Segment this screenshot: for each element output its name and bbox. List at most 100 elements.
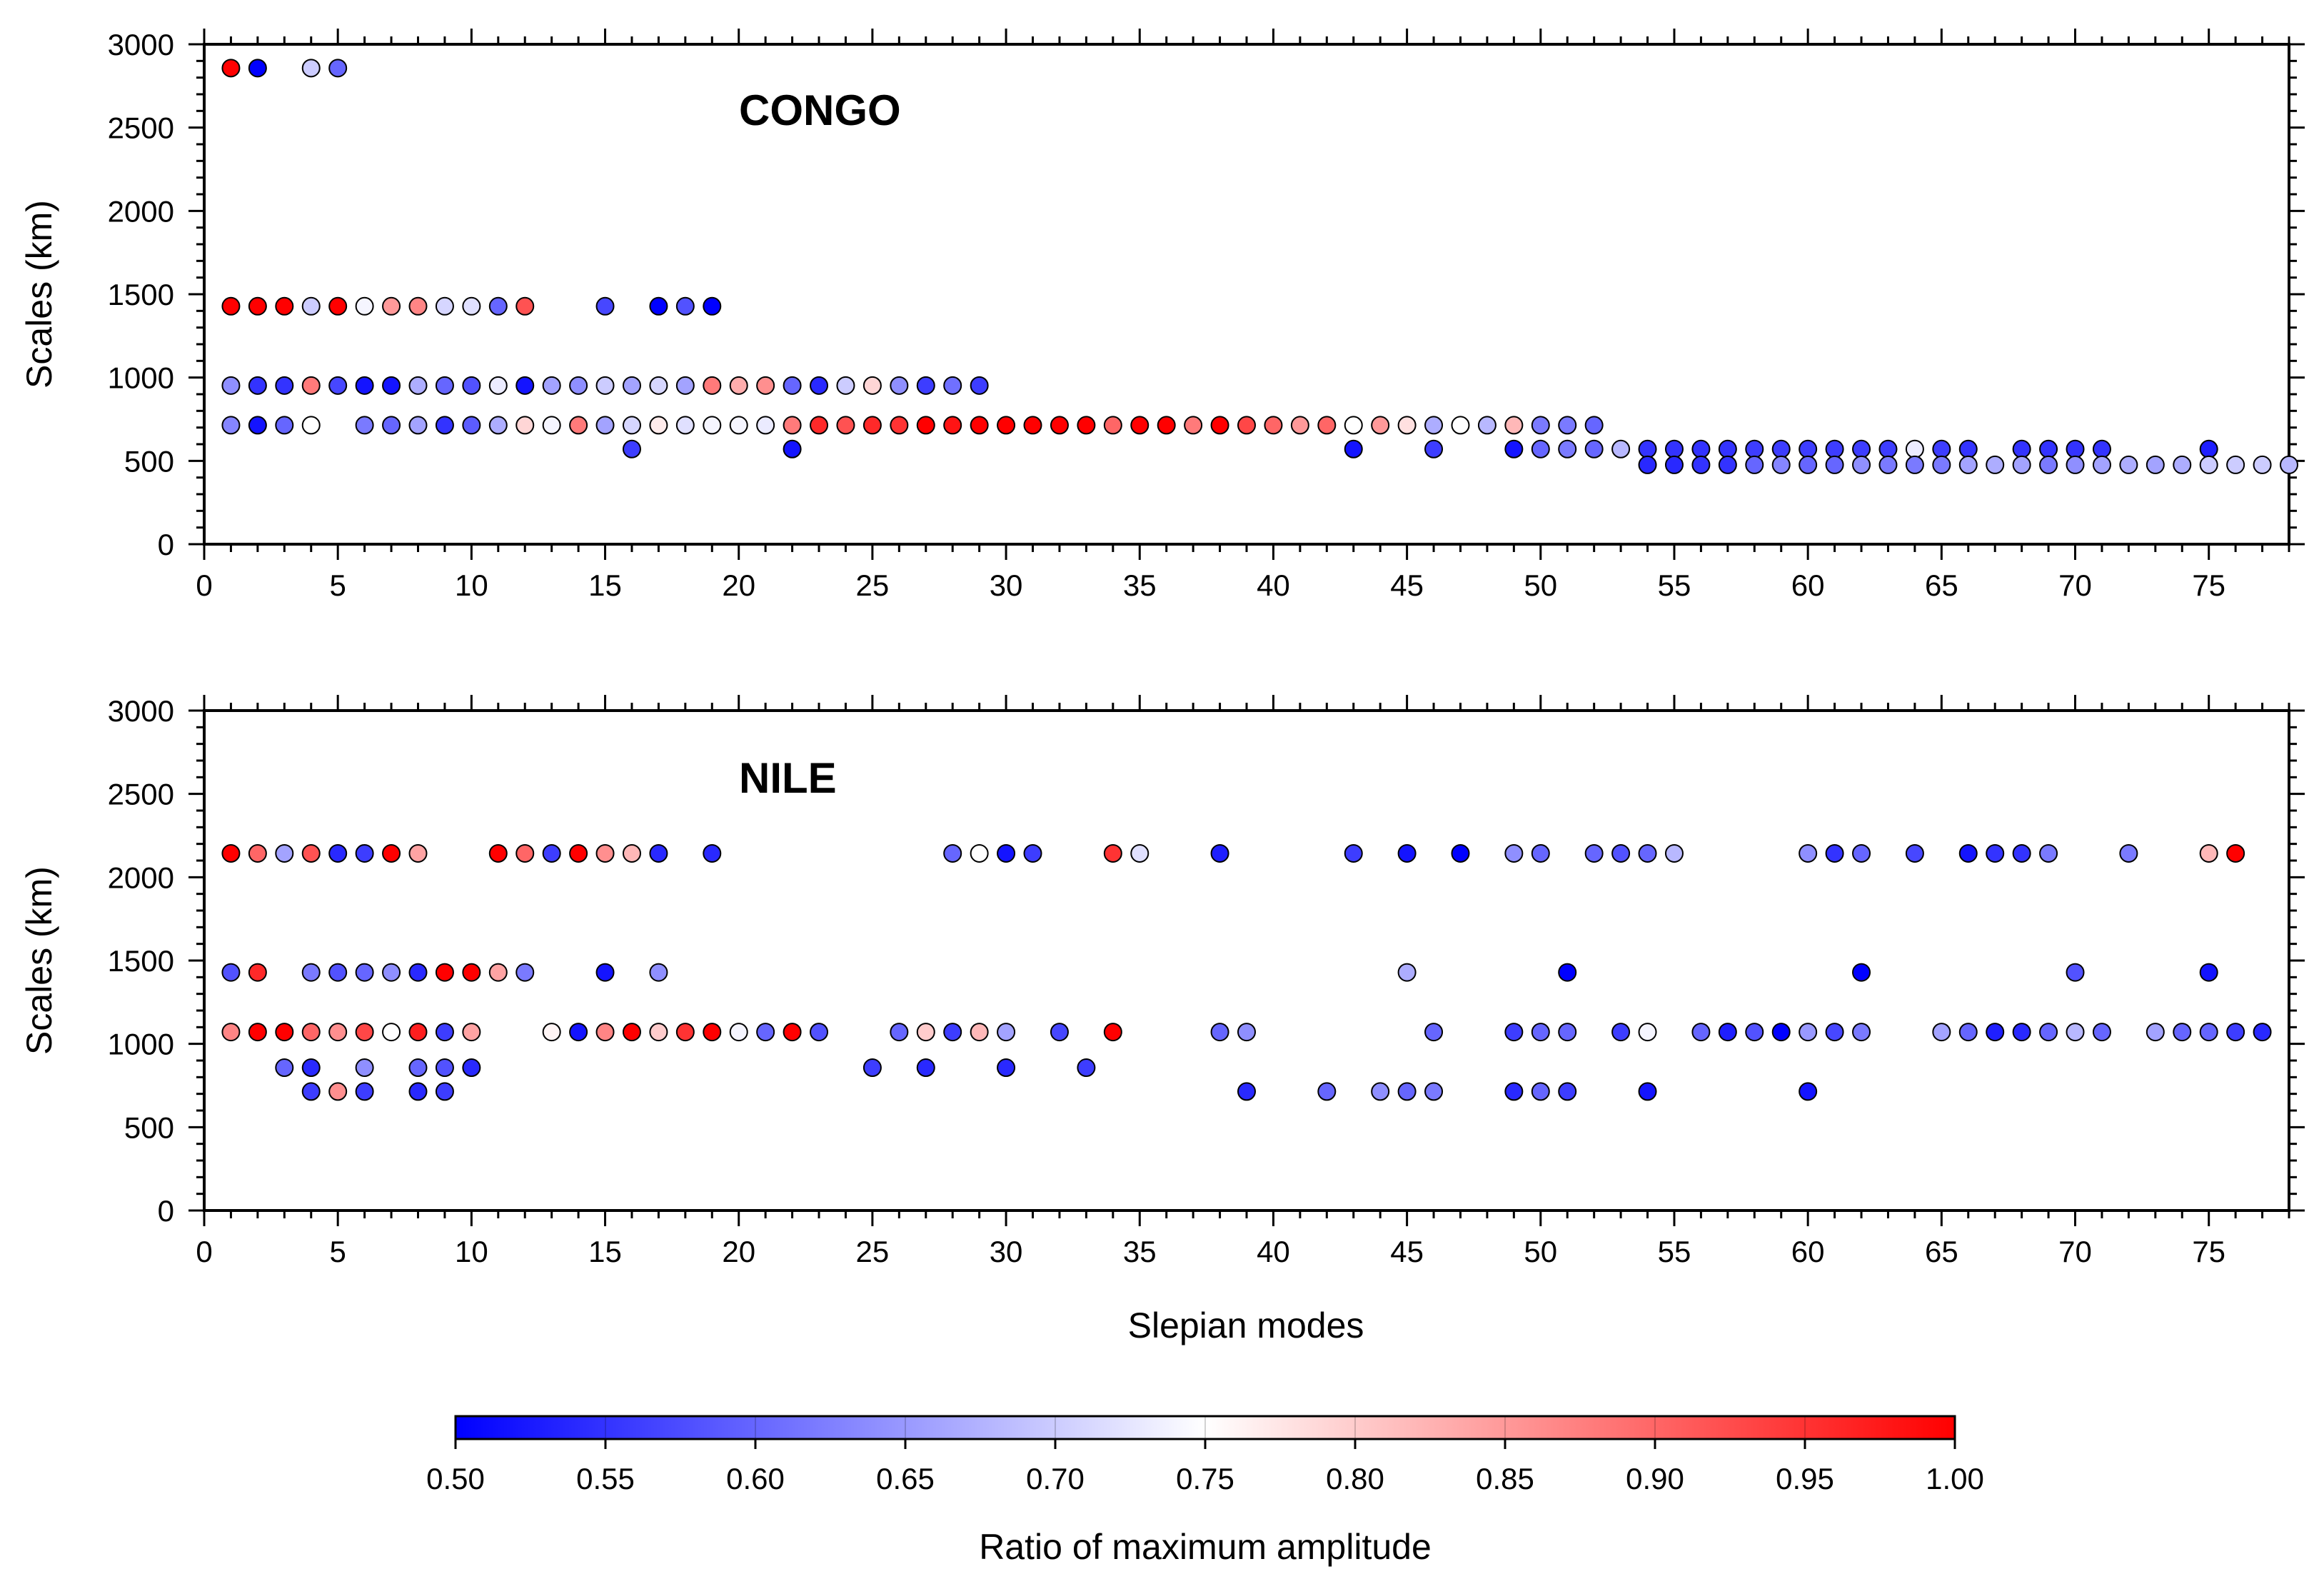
congo-data-point <box>1050 416 1069 435</box>
nile-data-point <box>997 1023 1016 1042</box>
congo-data-point <box>382 376 401 395</box>
congo-data-point <box>355 376 374 395</box>
congo-data-point <box>1424 439 1444 458</box>
congo-data-point <box>2253 455 2272 474</box>
congo-data-point <box>622 416 641 435</box>
congo-data-point <box>1691 455 1711 474</box>
nile-data-point <box>1531 1023 1550 1042</box>
congo-data-point <box>462 296 481 316</box>
nile-data-point <box>1103 1023 1122 1042</box>
nile-data-point <box>248 843 267 863</box>
chart-congo: 0 500 1000 1500 2000 2500 3000 0 5 10 15 20 25 30 35 4… <box>19 28 2305 602</box>
congo-data-point <box>301 296 321 316</box>
congo-data-point <box>2173 455 2192 474</box>
colorbar-tick-label: 0.70 <box>1026 1462 1085 1495</box>
congo-data-point <box>2199 455 2218 474</box>
nile-data-point <box>355 843 374 863</box>
nile-data-point <box>1531 1082 1550 1101</box>
nile-data-point <box>756 1023 775 1042</box>
congo-data-point <box>1745 455 1764 474</box>
nile-data-point <box>221 1023 241 1042</box>
nile-x-tick-label: 0 <box>196 1235 212 1268</box>
congo-data-point <box>569 376 588 395</box>
congo-data-point <box>1531 416 1550 435</box>
congo-data-point <box>488 376 508 395</box>
congo-data-point <box>890 376 909 395</box>
nile-data-point <box>1852 963 1871 982</box>
congo-data-point <box>1130 416 1150 435</box>
nile-data-point <box>943 843 962 863</box>
congo-data-point <box>810 416 829 435</box>
nile-data-point <box>275 1058 294 1078</box>
congo-y-tick-label: 2000 <box>108 194 174 228</box>
congo-title: CONGO <box>739 86 901 134</box>
congo-data-point <box>221 59 241 78</box>
congo-data-point <box>328 59 348 78</box>
nile-data-point <box>1584 843 1604 863</box>
congo-data-point <box>1718 439 1737 458</box>
congo-data-point <box>328 376 348 395</box>
nile-data-point <box>970 1023 989 1042</box>
congo-data-point <box>1477 416 1496 435</box>
nile-data-point <box>810 1023 829 1042</box>
nile-data-point <box>355 1023 374 1042</box>
congo-data-point <box>221 416 241 435</box>
nile-data-point <box>649 963 668 982</box>
nile-data-point <box>435 1082 454 1101</box>
nile-data-point <box>1638 1023 1657 1042</box>
nile-data-point <box>1397 843 1417 863</box>
congo-x-tick-label: 0 <box>196 568 212 602</box>
congo-data-point <box>943 416 962 435</box>
congo-x-tick-label: 60 <box>1791 568 1825 602</box>
nile-data-point <box>275 843 294 863</box>
nile-data-point <box>1210 1023 1229 1042</box>
congo-data-point <box>355 416 374 435</box>
congo-data-point <box>1638 439 1657 458</box>
nile-data-point <box>248 1023 267 1042</box>
nile-data-point <box>221 963 241 982</box>
nile-data-point <box>462 1058 481 1078</box>
congo-data-point <box>1344 416 1363 435</box>
nile-data-point <box>275 1023 294 1042</box>
congo-data-point <box>542 376 561 395</box>
congo-data-point <box>542 416 561 435</box>
congo-data-point <box>1905 439 1924 458</box>
colorbar-tick-label: 1.00 <box>1926 1462 1984 1495</box>
nile-data-point <box>1237 1023 1256 1042</box>
nile-data-point <box>542 1023 561 1042</box>
nile-data-point <box>862 1058 882 1078</box>
nile-data-point <box>355 1058 374 1078</box>
congo-x-tick-label: 20 <box>722 568 755 602</box>
congo-data-point <box>836 376 855 395</box>
congo-data-point <box>1344 439 1363 458</box>
nile-x-tick-label: 70 <box>2058 1235 2092 1268</box>
nile-data-point <box>408 1023 428 1042</box>
congo-data-point <box>862 416 882 435</box>
nile-data-point <box>1986 1023 2005 1042</box>
congo-data-point <box>1745 439 1764 458</box>
nile-data-point <box>435 1023 454 1042</box>
congo-data-point <box>248 296 267 316</box>
nile-data-point <box>301 1082 321 1101</box>
nile-data-point <box>595 843 615 863</box>
congo-data-point <box>649 416 668 435</box>
nile-data-point <box>1638 1082 1657 1101</box>
congo-data-point <box>569 416 588 435</box>
congo-data-point <box>1558 416 1577 435</box>
congo-data-point <box>462 376 481 395</box>
colorbar-tick-label: 0.50 <box>426 1462 485 1495</box>
congo-data-point <box>515 416 535 435</box>
nile-data-point <box>408 1058 428 1078</box>
nile-data-point <box>997 843 1016 863</box>
nile-data-point <box>1050 1023 1069 1042</box>
colorbar-gradient <box>454 1415 1956 1440</box>
congo-data-point <box>2119 455 2138 474</box>
congo-data-point <box>355 296 374 316</box>
nile-x-tick-label: 5 <box>329 1235 346 1268</box>
nile-data-point <box>890 1023 909 1042</box>
nile-y-tick-label: 0 <box>158 1194 174 1228</box>
congo-data-point <box>1905 455 1924 474</box>
nile-data-point <box>1611 843 1631 863</box>
nile-data-point <box>1799 1082 1818 1101</box>
nile-data-point <box>1852 1023 1871 1042</box>
